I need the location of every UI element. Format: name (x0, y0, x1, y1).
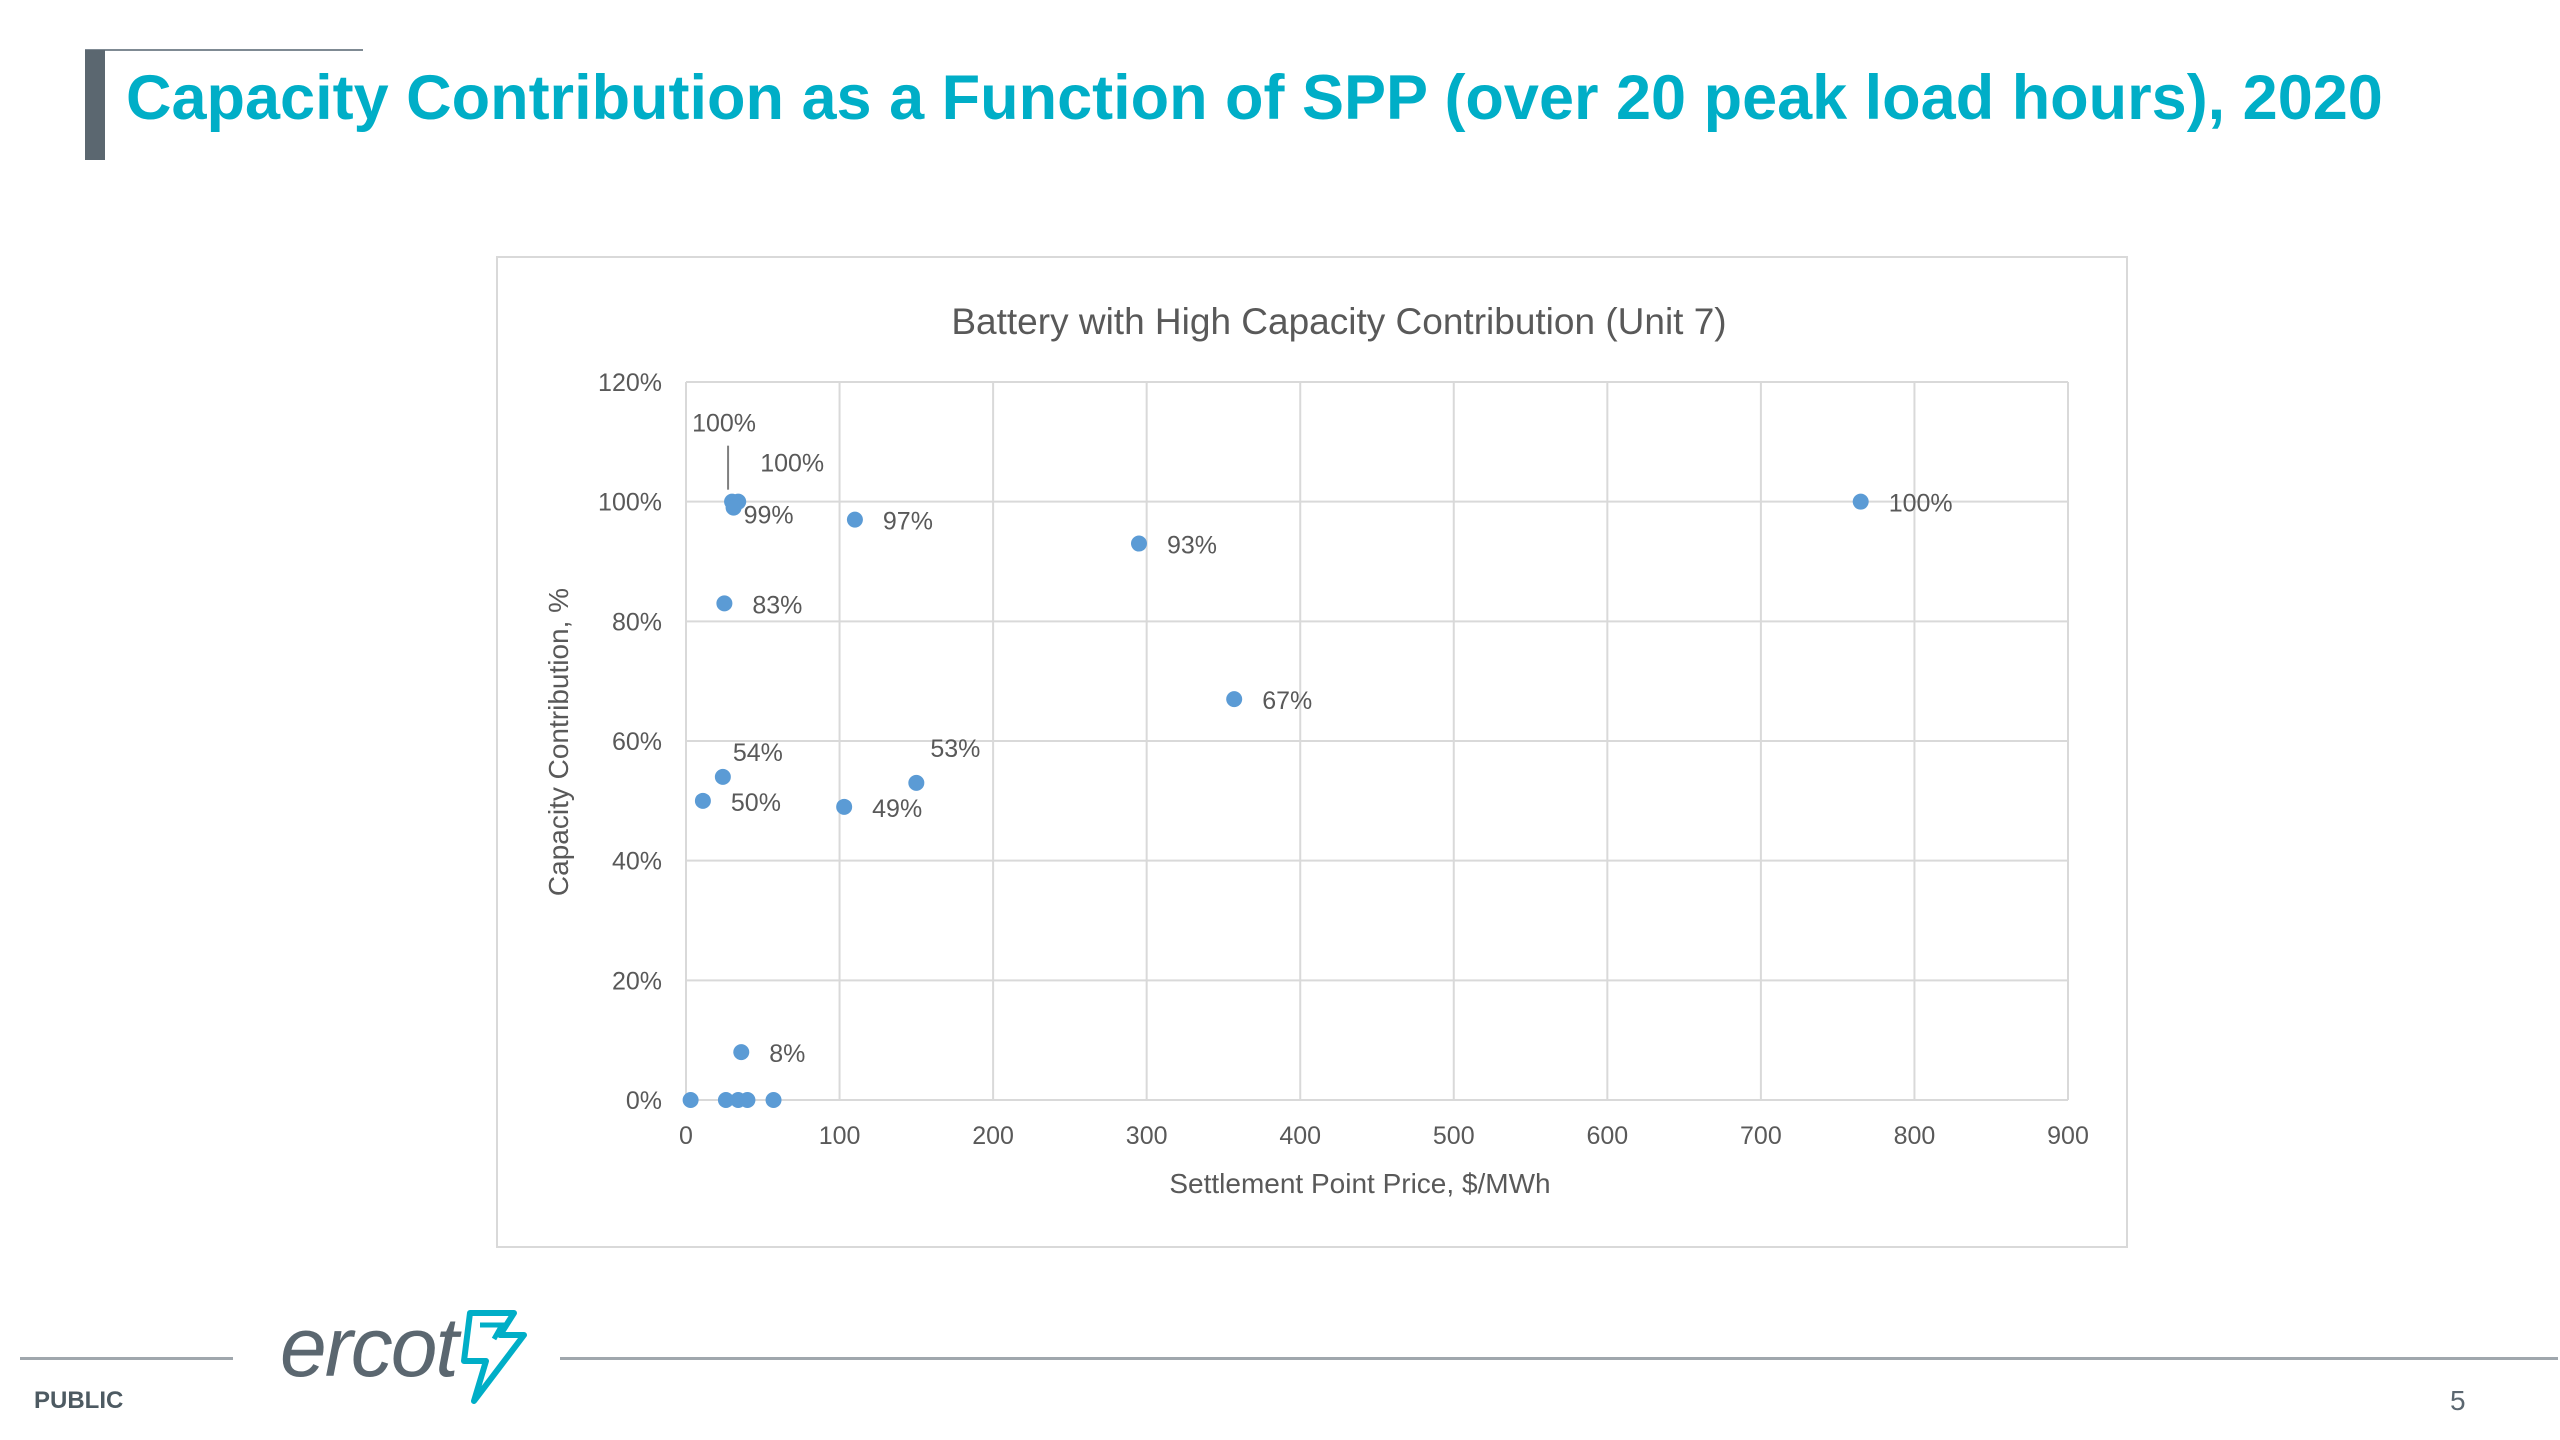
x-tick-label: 0 (679, 1122, 693, 1150)
y-tick-label: 60% (612, 728, 662, 756)
data-label: 50% (731, 789, 781, 817)
scatter-point (714, 768, 731, 785)
scatter-point (1852, 493, 1869, 510)
y-tick-label: 80% (612, 608, 662, 636)
scatter-point (908, 774, 925, 791)
axis-tick-labels: 0% 20% 40% 60% 80% 100% 120% 0 100 200 300 400 500 60… (598, 369, 2089, 1150)
x-axis-title: Settlement Point Price, $/MWh (1169, 1168, 1550, 1199)
x-tick-label: 700 (1740, 1122, 1782, 1150)
x-tick-label: 200 (972, 1122, 1014, 1150)
x-tick-label: 300 (1126, 1122, 1168, 1150)
chart-title: Battery with High Capacity Contribution … (951, 301, 1726, 342)
scatter-chart: Battery with High Capacity Contribution … (543, 301, 2089, 1199)
data-label: 100% (760, 450, 824, 478)
scatter-point (725, 499, 742, 516)
data-labels: 100%100%99% 97%93%100%83%67%54%50% 49%53%8… (692, 410, 1953, 1068)
y-tick-label: 0% (626, 1087, 662, 1115)
scatter-point (846, 511, 863, 528)
data-label: 49% (872, 795, 922, 823)
scatter-point (733, 1044, 750, 1061)
scatter-point (717, 1092, 734, 1108)
logo-text: ercot (280, 1300, 459, 1394)
x-tick-label: 600 (1586, 1122, 1628, 1150)
scatter-point (682, 1092, 699, 1108)
ercot-lightning-logo-icon (461, 1310, 527, 1404)
scatter-point (716, 595, 733, 612)
y-tick-label: 40% (612, 848, 662, 876)
x-tick-label: 100 (819, 1122, 861, 1150)
chart-frame: Battery with High Capacity Contribution … (496, 256, 2128, 1248)
y-tick-label: 120% (598, 369, 662, 397)
data-label: 8% (769, 1040, 805, 1068)
x-tick-label: 400 (1279, 1122, 1321, 1150)
scatter-point (694, 792, 711, 809)
scatter-point (836, 798, 853, 815)
data-label: 100% (692, 410, 756, 438)
x-tick-label: 800 (1894, 1122, 1936, 1150)
data-label: 99% (744, 502, 794, 530)
data-points (682, 493, 1869, 1108)
y-tick-label: 100% (598, 489, 662, 517)
y-axis-title: Capacity Contribution, % (543, 588, 574, 896)
data-label: 67% (1262, 687, 1312, 715)
scatter-point (739, 1092, 756, 1108)
title-accent-rule (85, 49, 363, 51)
data-label: 100% (1889, 490, 1953, 518)
scatter-point (1226, 691, 1243, 708)
data-label: 97% (883, 508, 933, 536)
title-accent-bar (85, 50, 105, 160)
data-label: 54% (733, 739, 783, 767)
y-tick-label: 20% (612, 967, 662, 995)
data-label: 93% (1167, 532, 1217, 560)
ercot-logo: ercot (280, 1305, 540, 1415)
scatter-point (765, 1092, 782, 1108)
slide-title: Capacity Contribution as a Function of S… (126, 63, 2383, 133)
footer-rule-left (20, 1357, 233, 1360)
x-tick-label: 900 (2047, 1122, 2089, 1150)
data-label: 53% (930, 735, 980, 763)
footer-rule-right (560, 1357, 2558, 1360)
grid-lines (685, 381, 2069, 1101)
scatter-point (1130, 535, 1147, 552)
x-tick-label: 500 (1433, 1122, 1475, 1150)
footer-classification: PUBLIC (34, 1387, 124, 1414)
page-number: 5 (2450, 1385, 2466, 1416)
data-label: 83% (752, 591, 802, 619)
